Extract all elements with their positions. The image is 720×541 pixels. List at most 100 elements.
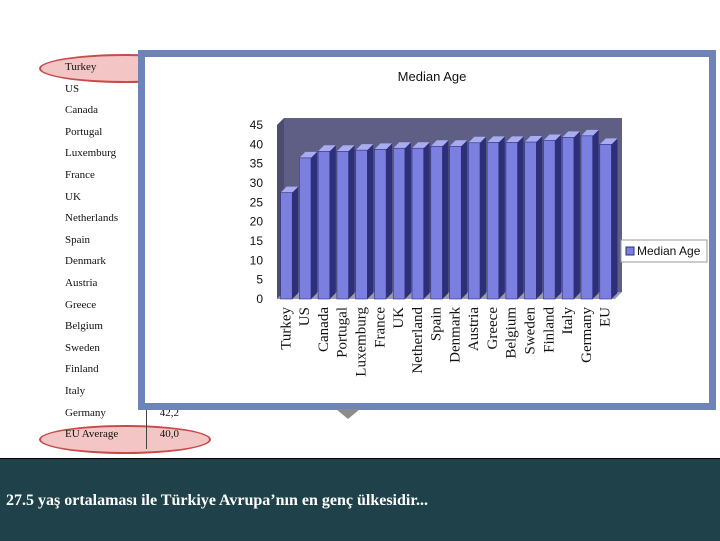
x-tick-label: UK bbox=[391, 307, 407, 329]
x-tick-label: Austria bbox=[466, 307, 482, 352]
bar-side bbox=[479, 136, 486, 299]
country-cell: Spain bbox=[65, 233, 91, 246]
y-tick-label: 15 bbox=[250, 234, 264, 248]
bar-side bbox=[611, 138, 618, 299]
country-cell: Netherlands bbox=[65, 212, 119, 225]
bar-top bbox=[505, 136, 524, 143]
x-tick-label: Netherland bbox=[410, 307, 426, 374]
x-tick-label: Luxemburg bbox=[354, 307, 370, 377]
y-tick-label: 45 bbox=[250, 118, 264, 132]
country-cell: US bbox=[65, 82, 80, 95]
x-tick-label: Portugal bbox=[335, 307, 351, 358]
legend-swatch bbox=[625, 246, 635, 256]
country-cell: Portugal bbox=[65, 125, 103, 138]
chart-area: Median Age 0 5 10 15 20 25 30 35 40 45 Turkey US Ca… bbox=[145, 57, 709, 403]
bar-side bbox=[517, 136, 524, 299]
bar-top bbox=[449, 140, 468, 147]
eu-average-highlight bbox=[39, 425, 211, 454]
bar-side bbox=[404, 142, 411, 299]
bar bbox=[543, 140, 556, 300]
bar-side bbox=[348, 145, 355, 299]
bar-top bbox=[543, 134, 562, 141]
bar bbox=[355, 149, 368, 300]
bar-top bbox=[599, 138, 618, 145]
bar-top bbox=[299, 151, 317, 158]
x-tick-label: EU bbox=[598, 307, 614, 327]
bar bbox=[468, 142, 481, 300]
x-tick-label: Germany bbox=[579, 307, 595, 363]
y-tick-label: 40 bbox=[250, 137, 264, 151]
bar-side bbox=[555, 134, 562, 299]
y-tick-label: 20 bbox=[250, 215, 264, 229]
x-tick-label: Canada bbox=[316, 307, 332, 352]
country-cell: Greece bbox=[65, 298, 97, 311]
table-row: EU Average 40,0 bbox=[59, 424, 183, 445]
age-cell: 40,0 bbox=[159, 428, 179, 441]
bar-side bbox=[592, 129, 599, 299]
bar-top bbox=[430, 140, 449, 147]
country-cell: EU Average bbox=[65, 428, 119, 441]
bar bbox=[561, 137, 575, 300]
y-tick-label: 30 bbox=[250, 176, 264, 190]
bar-side bbox=[573, 131, 580, 299]
chart-legend: Median Age bbox=[620, 239, 708, 263]
x-tick-label: Finland bbox=[541, 307, 557, 353]
bar bbox=[430, 145, 443, 300]
country-cell: Austria bbox=[65, 277, 98, 289]
x-tick-label: Denmark bbox=[447, 307, 463, 363]
bar-top bbox=[487, 136, 505, 143]
country-cell: Belgium bbox=[65, 320, 103, 333]
country-cell: Finland bbox=[65, 363, 99, 376]
bar-side bbox=[536, 136, 543, 299]
bar-top bbox=[468, 136, 486, 143]
bar bbox=[449, 145, 462, 300]
bar bbox=[486, 142, 500, 300]
chart-frame: Median Age 0 5 10 15 20 25 30 35 40 45 Turkey US Ca… bbox=[138, 50, 716, 410]
x-tick-label: France bbox=[372, 307, 388, 348]
bar bbox=[392, 147, 406, 300]
legend-label: Median Age bbox=[637, 244, 701, 258]
x-tick-label: Spain bbox=[429, 307, 445, 342]
bar-side bbox=[329, 145, 336, 299]
y-tick-label: 35 bbox=[250, 157, 264, 171]
x-tick-label: Greece bbox=[485, 307, 501, 350]
bar-side bbox=[461, 140, 468, 299]
y-tick-label: 25 bbox=[250, 195, 264, 209]
bar-top bbox=[581, 129, 599, 136]
caption-bar: 27.5 yaş ortalaması ile Türkiye Avrupa’n… bbox=[0, 458, 720, 541]
x-tick-label: Sweden bbox=[523, 307, 539, 355]
bar bbox=[317, 150, 331, 300]
bar-top bbox=[355, 144, 374, 151]
y-tick-label: 10 bbox=[250, 253, 264, 267]
bar bbox=[336, 150, 349, 300]
x-tick-label: US bbox=[297, 307, 313, 326]
y-tick-label: 0 bbox=[256, 292, 263, 306]
x-tick-label: Belgium bbox=[504, 307, 520, 359]
bar-top bbox=[280, 186, 299, 193]
country-cell: Germany bbox=[65, 406, 106, 419]
country-cell: Turkey bbox=[65, 61, 97, 73]
bar-top bbox=[524, 136, 543, 143]
bar-side bbox=[498, 136, 505, 299]
bar bbox=[280, 192, 293, 300]
y-tick-label: 5 bbox=[256, 273, 263, 287]
x-tick-label: Italy bbox=[560, 307, 576, 335]
caption-text: 27.5 yaş ortalaması ile Türkiye Avrupa’n… bbox=[6, 492, 428, 509]
country-cell: Luxemburg bbox=[65, 147, 117, 160]
bar bbox=[505, 142, 518, 300]
bar-side bbox=[367, 144, 374, 299]
bar-top bbox=[374, 143, 393, 150]
bar-side bbox=[423, 142, 430, 299]
bar-top bbox=[393, 142, 411, 149]
country-cell: Italy bbox=[65, 385, 86, 397]
bar-top bbox=[318, 145, 336, 152]
bar-side bbox=[292, 186, 299, 299]
bar-side bbox=[442, 140, 449, 299]
legend-box bbox=[620, 239, 708, 263]
bar bbox=[580, 135, 593, 300]
median-age-chart: Median Age 0 5 10 15 20 25 30 35 40 45 Turkey US Ca… bbox=[250, 69, 708, 377]
bar-top bbox=[412, 142, 430, 149]
bar bbox=[299, 157, 312, 300]
x-tick-label: Turkey bbox=[278, 307, 294, 350]
chart-title: Median Age bbox=[398, 69, 467, 84]
